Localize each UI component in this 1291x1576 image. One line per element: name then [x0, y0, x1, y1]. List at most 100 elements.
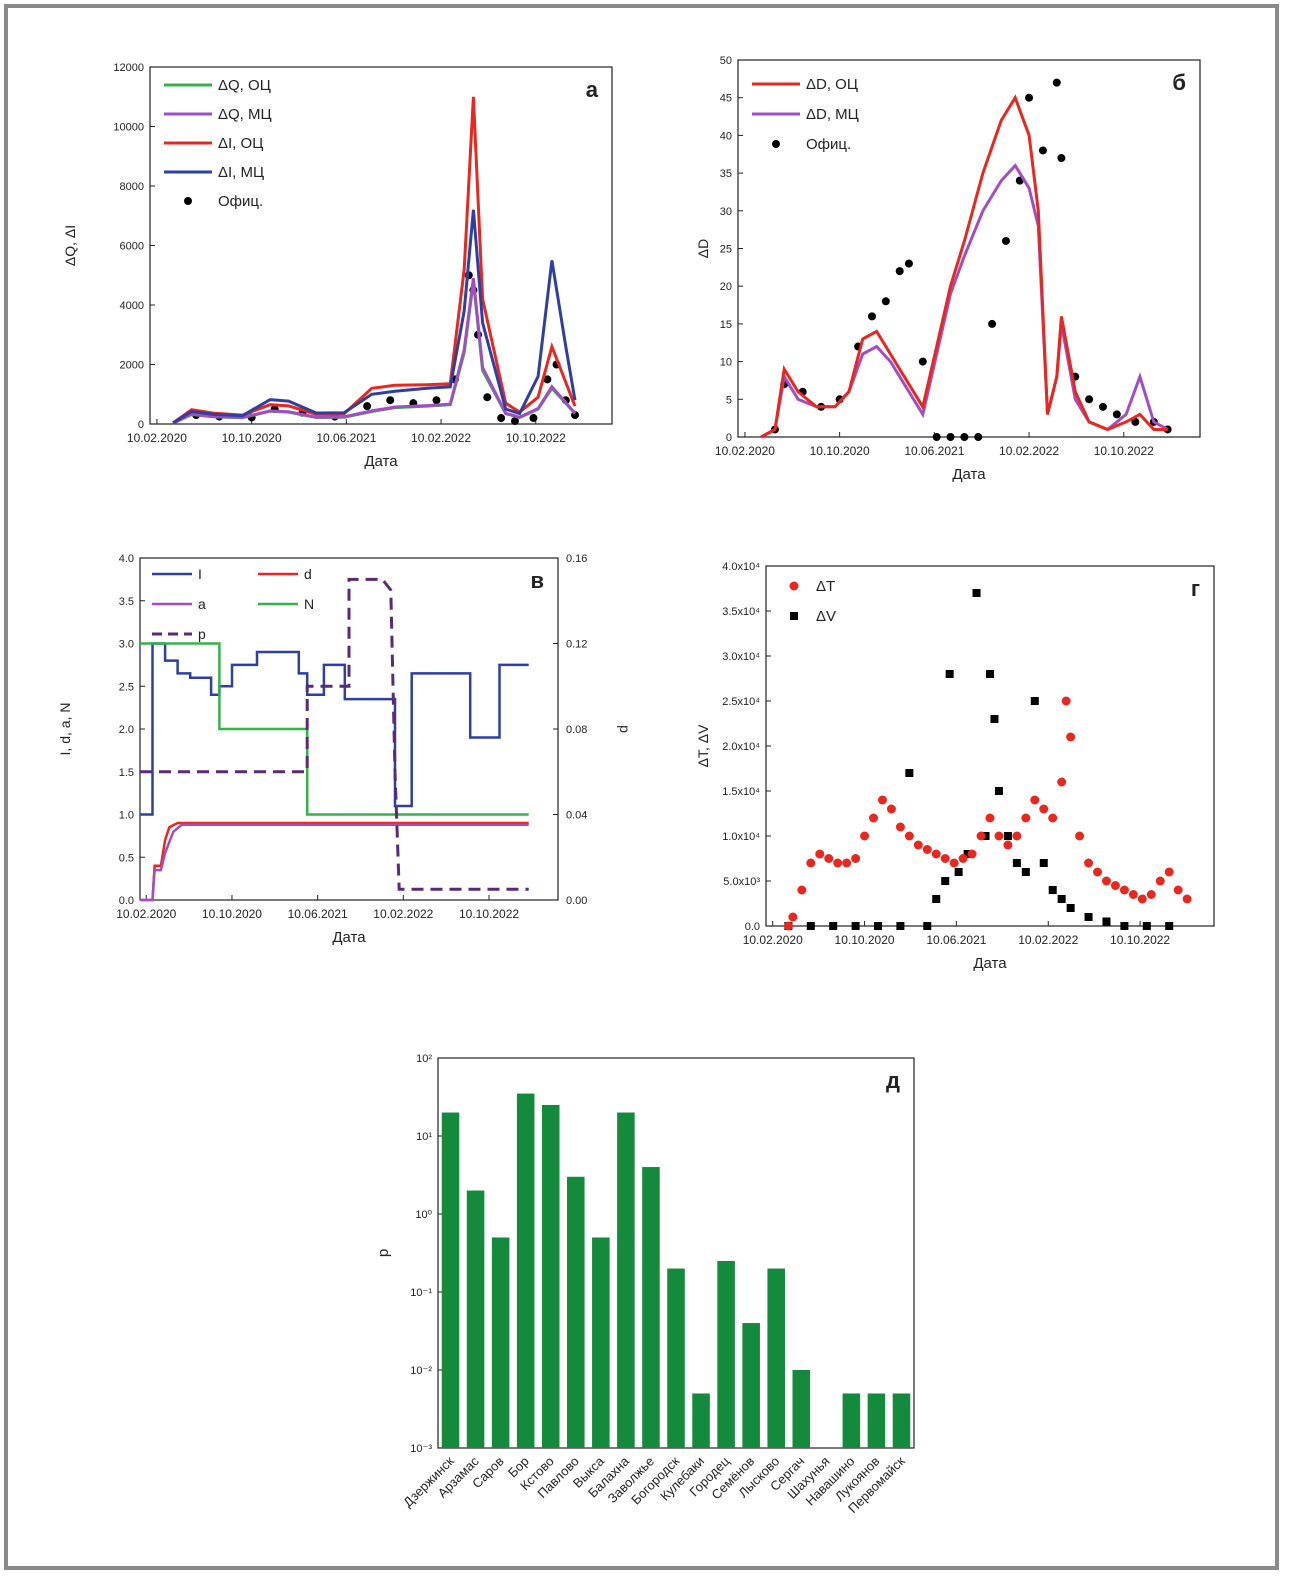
chart-b-legend-label: ΔD, МЦ — [806, 106, 859, 123]
chart-d-bar — [567, 1176, 585, 1448]
chart-b-official-point — [1038, 146, 1047, 155]
chart-g-dv-point — [1057, 895, 1066, 903]
chart-d-bar — [767, 1268, 785, 1448]
chart-g-dt-point — [783, 921, 793, 931]
chart-b-x-tick-label: 10.02.2020 — [715, 444, 775, 458]
chart-g-y-tick-label: 0.0 — [745, 921, 760, 933]
chart-g-y-tick-label: 3.0x10⁴ — [722, 651, 760, 663]
chart-g-y-tick-label: 1.0x10⁴ — [722, 831, 760, 843]
chart-b-y-tick-label: 50 — [720, 55, 732, 67]
chart-g-dt-point — [1084, 858, 1094, 868]
chart-g-x-tick-label: 10.10.2022 — [1110, 933, 1170, 947]
chart-d-y-tick-label: 10⁰ — [415, 1209, 432, 1221]
chart-b-official-point — [932, 433, 941, 441]
chart-b-legend-label: ΔD, ОЦ — [806, 76, 858, 93]
chart-g-dv-point — [994, 787, 1003, 795]
chart-d-bar — [541, 1104, 560, 1448]
chart-g-dt-point — [877, 795, 887, 805]
chart-d-bar — [466, 1190, 485, 1448]
chart-g-dt-point — [895, 822, 905, 832]
chart-b-x-tick-label: 10.10.2020 — [810, 444, 870, 458]
chart-g-dv-point — [905, 769, 914, 777]
chart-g-dv-point — [1120, 922, 1129, 930]
chart-b-official-point — [895, 267, 904, 276]
chart-v-x-tick-label: 10.10.2020 — [202, 907, 262, 921]
chart-g-dv-point — [851, 922, 860, 930]
chart-a-y-tick-label: 6000 — [120, 241, 144, 253]
chart-g-dt-point — [1057, 777, 1067, 787]
chart-g-y-tick-label: 5.0x10³ — [723, 876, 760, 888]
chart-b-official-point — [1131, 417, 1140, 426]
chart-v-y-axis-label: I, d, a, N — [57, 703, 73, 756]
chart-d-bar — [792, 1370, 811, 1448]
chart-b-y-tick-label: 40 — [720, 130, 732, 142]
chart-g-y-axis-label: ΔT, ΔV — [695, 724, 711, 767]
chart-b-official-point — [960, 433, 969, 441]
chart-d-bar — [491, 1237, 510, 1448]
chart-d-y-tick-label: 10⁻³ — [410, 1443, 432, 1455]
chart-g-dt-point — [886, 804, 896, 814]
chart-a-legend-label: ΔI, МЦ — [218, 164, 264, 181]
chart-a-y-tick-label: 12000 — [113, 62, 144, 74]
chart-b-y-tick-label: 20 — [720, 281, 732, 293]
chart-b-official-point — [881, 297, 890, 306]
chart-g-legend-label: ΔT — [816, 578, 835, 595]
chart-d-y-tick-label: 10⁻² — [410, 1365, 432, 1377]
chart-g-dt-point — [1048, 813, 1058, 823]
chart-b-official-point — [1057, 154, 1066, 163]
chart-g-dv-point — [932, 895, 941, 903]
chart-b-panel-letter: б — [1172, 70, 1186, 95]
chart-b-legend-swatch — [772, 140, 780, 148]
chart-g-dt-point — [1110, 881, 1120, 890]
chart-v-x-axis-label: Дата — [332, 929, 366, 946]
chart-v-y-tick-label: 2.0 — [119, 724, 134, 736]
chart-a-x-axis-label: Дата — [364, 453, 398, 470]
chart-g-dt-point — [1101, 876, 1111, 886]
chart-g-dt-point — [1173, 885, 1183, 895]
chart-v-y2-axis-label: p — [617, 725, 633, 733]
chart-b-official-point — [946, 433, 955, 441]
chart-v-y-tick-label: 0.0 — [119, 895, 134, 907]
chart-v-y-tick-label: 1.0 — [119, 810, 134, 822]
chart-b-x-axis-label: Дата — [952, 466, 986, 483]
chart-a-official-point — [432, 396, 441, 405]
chart-v-legend-label: p — [198, 626, 206, 642]
chart-g-dt-point — [824, 854, 834, 863]
chart-a-series-line — [172, 209, 577, 425]
chart-d-bar — [592, 1237, 610, 1448]
chart-g-dv-point — [1084, 913, 1093, 921]
chart-d-bar — [667, 1268, 685, 1448]
chart-v-y-tick-label: 1.5 — [119, 767, 134, 779]
chart-g-y-tick-label: 2.0x10⁴ — [722, 741, 760, 753]
chart-a-official-point — [529, 414, 538, 423]
chart-a-y-tick-label: 4000 — [120, 300, 144, 312]
chart-g-dt-point — [1061, 696, 1071, 706]
chart-g-dt-point — [1093, 867, 1103, 877]
chart-v-y-tick-label: 0.5 — [119, 852, 134, 864]
chart-d-bar — [692, 1393, 710, 1448]
chart-g-dt-point — [904, 831, 914, 841]
chart-g-dt-point — [1137, 894, 1147, 904]
chart-a-x-tick-label: 10.10.2022 — [506, 431, 566, 445]
chart-b-series-line — [760, 163, 1169, 439]
chart-g-dv-point — [1039, 859, 1048, 867]
chart-g-dt-point — [815, 849, 825, 859]
chart-g-dt-point — [806, 858, 816, 868]
chart-g-dt-point — [1128, 890, 1138, 899]
chart-b-y-tick-label: 25 — [720, 244, 732, 256]
chart-g-dt-point — [1012, 831, 1022, 841]
chart-d-bar — [516, 1093, 535, 1448]
chart-b-official-point — [1098, 402, 1107, 411]
figure-frame — [4, 4, 1279, 1570]
chart-g-dv-point — [1066, 904, 1075, 912]
chart-g-x-tick-label: 10.06.2021 — [926, 933, 986, 947]
chart-g-dv-point — [1021, 868, 1030, 876]
chart-g-x-tick-label: 10.10.2020 — [835, 933, 895, 947]
chart-b-y-axis-label: ΔD — [695, 239, 711, 258]
chart-d-bar — [842, 1393, 861, 1448]
chart-g-legend-label: ΔV — [816, 608, 836, 625]
chart-a-y-axis-label: ΔQ, ΔI — [62, 225, 78, 266]
chart-g-dv-point — [954, 868, 963, 876]
chart-v-legend-label: d — [304, 566, 312, 582]
chart-a-official-point — [386, 396, 395, 405]
